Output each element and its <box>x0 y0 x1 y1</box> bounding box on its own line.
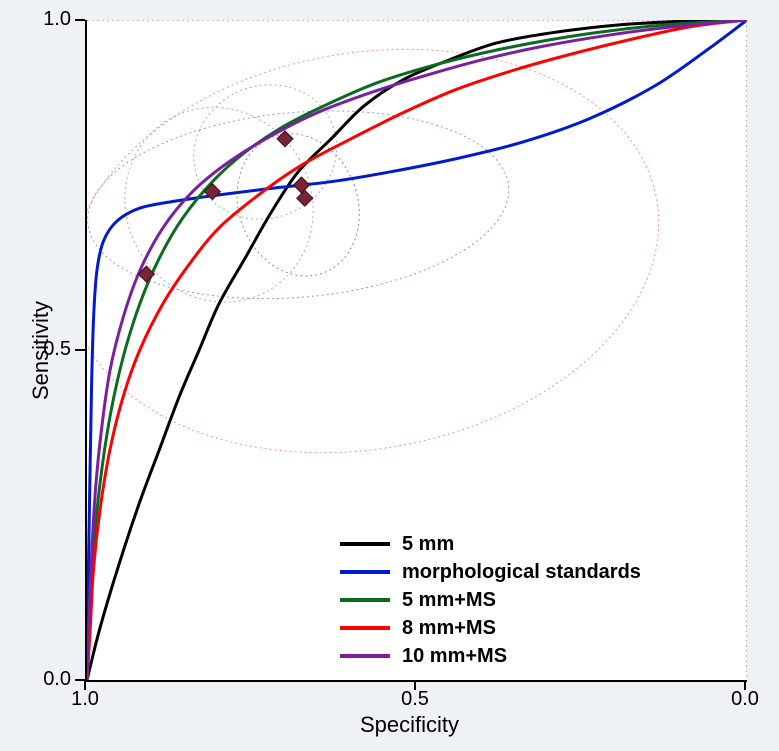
legend-swatch <box>340 570 390 574</box>
tick-label: 0.0 <box>731 688 759 711</box>
tick-label: 0.5 <box>401 688 429 711</box>
legend-label: 5 mm+MS <box>402 589 496 612</box>
operating-point-marker <box>277 131 293 147</box>
legend-swatch <box>340 626 390 630</box>
tick-label: 0.0 <box>43 668 71 691</box>
legend-item: morphological standards <box>340 558 641 586</box>
chart-page: Sensitivity Specificity 1.00.50.00.00.51… <box>0 0 779 751</box>
legend-label: 8 mm+MS <box>402 617 496 640</box>
legend-label: 5 mm <box>402 533 454 556</box>
legend-item: 5 mm+MS <box>340 586 641 614</box>
legend-label: 10 mm+MS <box>402 645 507 668</box>
legend-item: 8 mm+MS <box>340 614 641 642</box>
legend-swatch <box>340 654 390 658</box>
tick-label: 1.0 <box>71 688 99 711</box>
legend: 5 mm morphological standards 5 mm+MS 8 mm+M… <box>340 530 641 670</box>
legend-item: 10 mm+MS <box>340 642 641 670</box>
tick-label: 0.5 <box>43 338 71 361</box>
legend-item: 5 mm <box>340 530 641 558</box>
legend-swatch <box>340 598 390 602</box>
legend-swatch <box>340 542 390 546</box>
legend-label: morphological standards <box>402 561 641 584</box>
operating-point-marker <box>297 190 313 206</box>
operating-point-marker <box>294 177 310 193</box>
x-axis-label: Specificity <box>360 712 459 738</box>
tick-label: 1.0 <box>43 8 71 31</box>
